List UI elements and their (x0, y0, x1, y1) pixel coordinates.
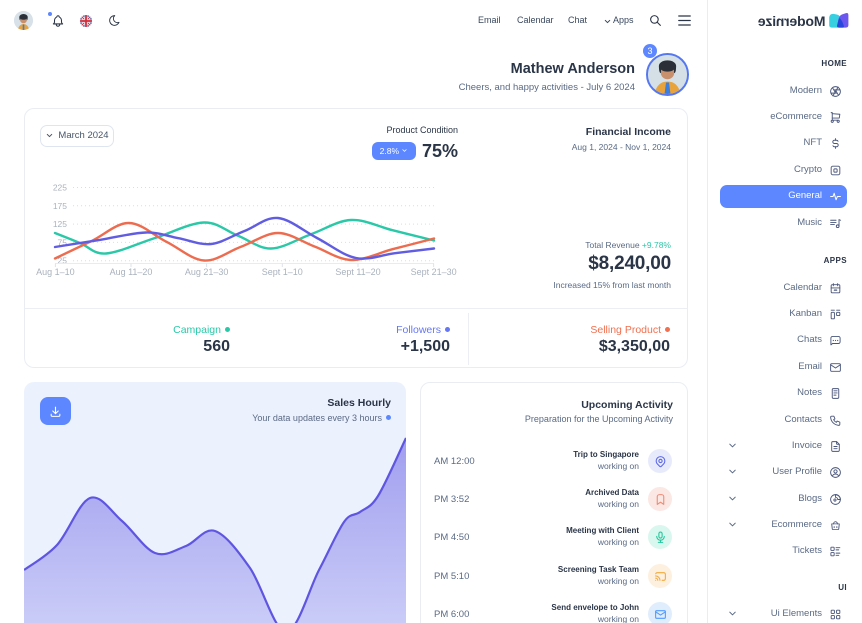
svg-text:Sept 11–20: Sept 11–20 (335, 267, 380, 277)
svg-text:25: 25 (58, 256, 68, 266)
svg-text:Aug 21–30: Aug 21–30 (185, 267, 229, 277)
svg-text:Sept 1–10: Sept 1–10 (262, 267, 303, 277)
svg-text:Aug 11–20: Aug 11–20 (110, 267, 153, 277)
svg-text:125: 125 (53, 219, 67, 229)
svg-text:225: 225 (53, 183, 67, 193)
svg-text:Aug 1–10: Aug 1–10 (36, 267, 75, 277)
svg-text:75: 75 (58, 237, 68, 247)
svg-text:175: 175 (53, 201, 67, 211)
svg-text:Sept 21–30: Sept 21–30 (411, 267, 457, 277)
